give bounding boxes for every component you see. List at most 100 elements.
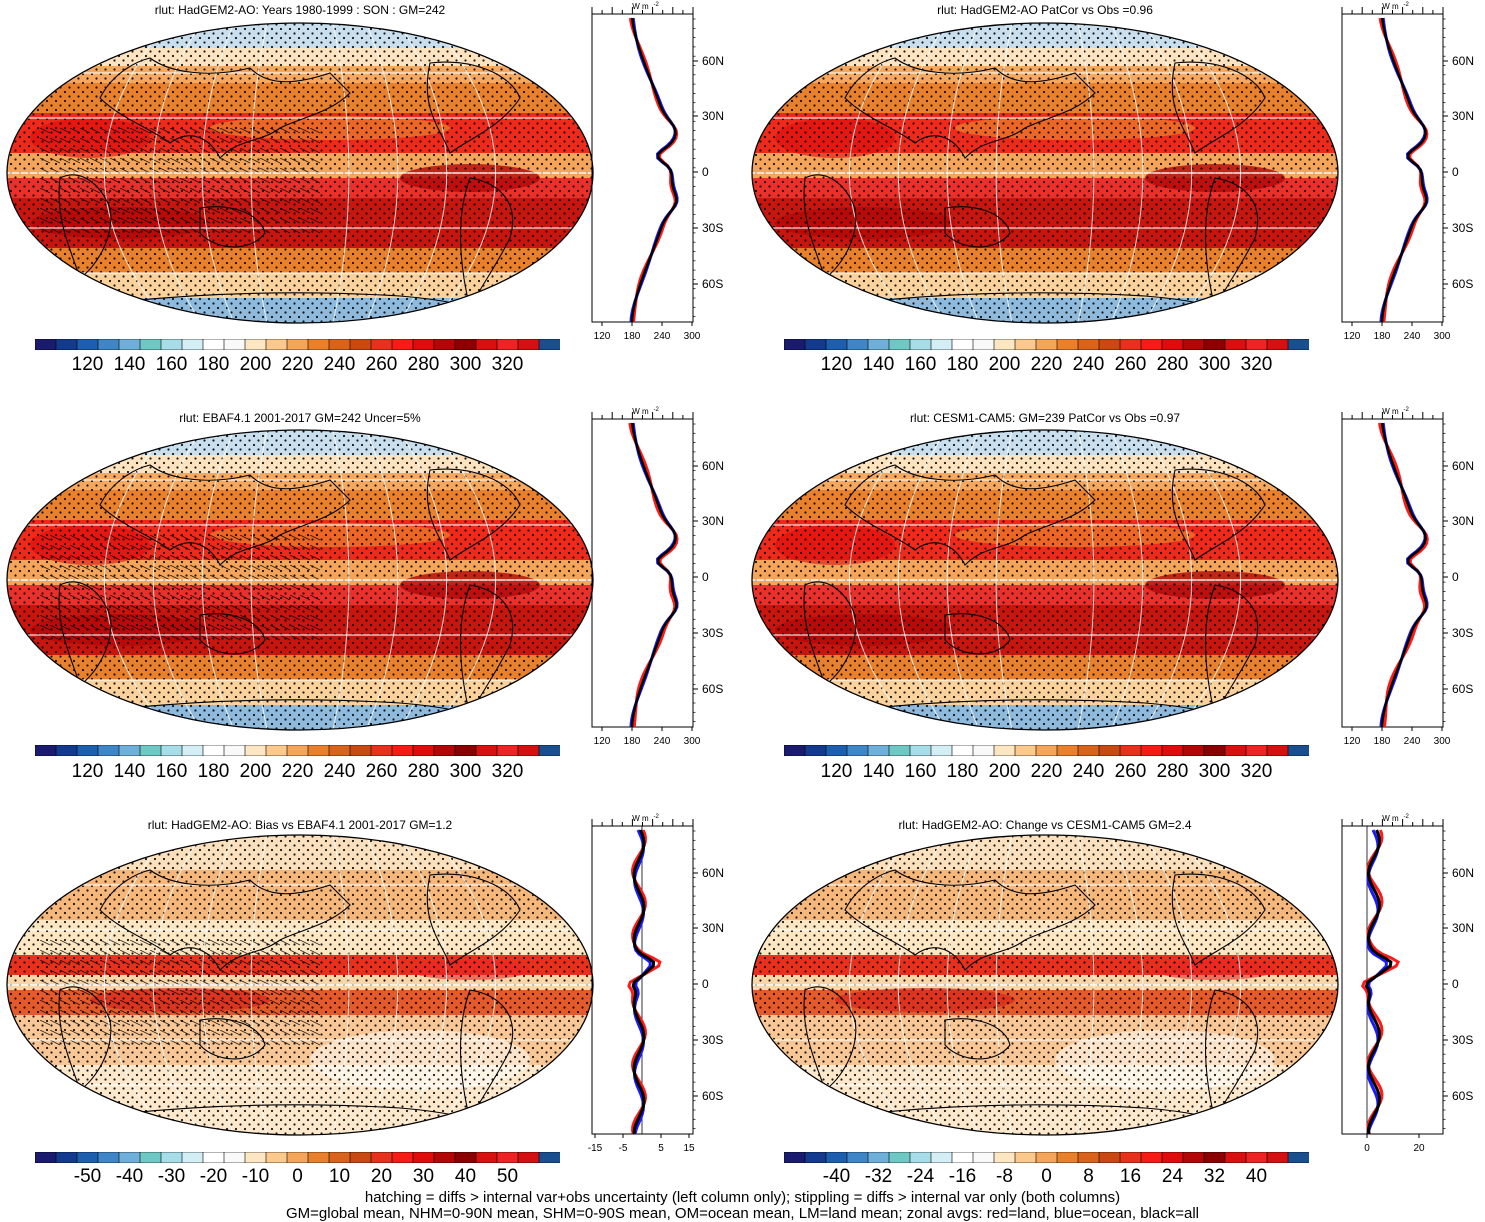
zonal-lat-label: 60N [1452,54,1474,68]
panel-title-2: rlut: HadGEM2-AO PatCor vs Obs =0.96 [937,3,1153,17]
colorbar-swatch [97,1152,120,1163]
colorbar-swatch [867,339,890,350]
colorbar-swatch [412,745,435,756]
colorbar-swatch [307,1152,330,1163]
colorbar-swatch [328,745,351,756]
colorbar-tick-label: 180 [197,354,230,375]
colorbar-swatch [1035,339,1058,350]
colorbar-tick-label: 220 [281,354,314,375]
colorbar-swatch [784,745,806,756]
colorbar-swatch [1014,745,1037,756]
colorbar-tick-label: 240 [323,354,356,375]
zonal-lat-label: 30S [702,626,723,640]
colorbar-swatch [1182,339,1205,350]
map-panel-5 [6,834,594,1136]
colorbar-swatch [972,1152,995,1163]
colorbar-tick-label: 180 [946,761,979,782]
colorbar-swatch [846,339,869,350]
zonal-x-label: 5 [658,1143,664,1154]
colorbar-swatch [1203,745,1226,756]
zonal-x-label: 240 [1404,331,1421,342]
zonal-lat-label: 30N [702,109,724,123]
colorbar-swatch [1161,339,1184,350]
colorbar-swatch [1098,339,1121,350]
zonal-x-label: 120 [594,736,611,747]
colorbar-swatch [391,745,414,756]
colorbar-swatch [1266,1152,1289,1163]
zonal-line-all [1380,17,1428,323]
zonal-lat-label: 30N [1452,109,1474,123]
colorbar-swatch [1014,339,1037,350]
colorbar-tick-label: 32 [1203,1166,1226,1187]
colorbar-tick-label: 280 [407,354,440,375]
colorbar-swatch [951,1152,974,1163]
colorbar-tick-label: 320 [1240,761,1273,782]
colorbar-swatch [825,339,848,350]
colorbar-swatch [1161,1152,1184,1163]
zonal-unit-superscript: -2 [654,814,660,820]
colorbar-swatch [1140,1152,1163,1163]
colorbar-tick-label: 260 [365,354,398,375]
colorbar-swatch [244,1152,267,1163]
colorbar-swatch [1056,339,1079,350]
colorbar-swatch [1119,745,1142,756]
colorbar-panel-6 [784,1152,1309,1163]
colorbar-swatch [909,339,932,350]
colorbar-swatch [391,339,414,350]
colorbar-tick-label: -24 [906,1166,935,1187]
colorbar-tick-label: 300 [1198,354,1231,375]
colorbar-swatch [517,745,540,756]
zonal-lat-label: 30S [702,1033,723,1047]
colorbar-swatch [804,1152,827,1163]
colorbar-tick-label: 260 [1114,761,1147,782]
colorbar-swatch [328,339,351,350]
colorbar-tick-label: 120 [71,761,104,782]
zonal-x-label: 0 [1364,1143,1370,1154]
colorbar-tick-label: 40 [1245,1166,1268,1187]
colorbar-tick-label: 30 [412,1166,435,1187]
colorbar-swatch [1161,745,1184,756]
colorbar-swatch [538,339,560,350]
zonal-lat-label: 60S [702,682,723,696]
zonal-unit-label: W m [1382,407,1399,416]
colorbar-swatch [1056,1152,1079,1163]
colorbar-swatch [223,1152,246,1163]
colorbar-swatch [1266,745,1289,756]
zonal-x-label: 240 [654,736,671,747]
colorbar-tick-label: -30 [157,1166,186,1187]
colorbar-swatch [993,1152,1016,1163]
colorbar-tick-label: 300 [449,354,482,375]
colorbar-swatch [538,1152,560,1163]
colorbar-tick-label: 240 [1072,354,1105,375]
colorbar-swatch [181,339,204,350]
colorbar-swatch [181,745,204,756]
colorbar-swatch [35,339,57,350]
map-panel-6 [751,834,1339,1136]
colorbar-swatch [1203,1152,1226,1163]
colorbar-tick-label: 200 [239,761,272,782]
colorbar-swatch [1140,745,1163,756]
zonal-unit-label: W m [632,2,649,11]
zonal-unit-label: W m [1382,2,1399,11]
colorbar-tick-label: 50 [496,1166,519,1187]
zonal-unit-label: W m [632,814,649,823]
colorbar-swatch [804,745,827,756]
colorbar-tick-label: 140 [113,354,146,375]
colorbar-swatch [496,339,519,350]
colorbar-swatch [370,745,393,756]
map-panel-3 [6,429,594,731]
colorbar-swatch [76,745,99,756]
zonal-x-label: 180 [1374,331,1391,342]
colorbar-panel-2 [784,339,1309,350]
colorbar-swatch [909,1152,932,1163]
colorbar-swatch [160,745,183,756]
colorbar-swatch [825,745,848,756]
colorbar-tick-label: 120 [820,761,853,782]
colorbar-swatch [951,745,974,756]
zonal-lat-label: 60N [1452,459,1474,473]
colorbar-swatch [1119,339,1142,350]
colorbar-panel-3 [35,745,560,756]
colorbar-swatch [1224,1152,1247,1163]
colorbar-swatch [349,1152,372,1163]
colorbar-swatch [391,1152,414,1163]
